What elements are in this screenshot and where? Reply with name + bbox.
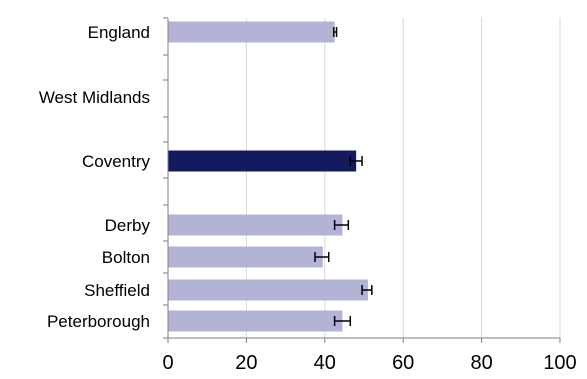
bar-england xyxy=(168,21,335,43)
bar-sheffield xyxy=(168,279,368,301)
category-label: West Midlands xyxy=(39,88,150,107)
category-label: Derby xyxy=(105,216,151,235)
x-tick-label: 40 xyxy=(314,352,336,374)
error-bar xyxy=(349,156,363,166)
x-tick-labels: 0 20 40 60 80 100 xyxy=(162,352,576,374)
x-tick-label: 60 xyxy=(392,352,414,374)
error-bar xyxy=(361,285,373,295)
error-bar xyxy=(333,27,338,37)
x-tick-label: 80 xyxy=(470,352,492,374)
x-tick-label: 0 xyxy=(162,352,173,374)
bar-bolton xyxy=(168,246,323,268)
error-bar xyxy=(333,220,350,230)
category-label: Coventry xyxy=(82,152,151,171)
bars xyxy=(168,21,368,332)
axes xyxy=(163,17,561,343)
category-label: Bolton xyxy=(102,248,150,267)
error-bar xyxy=(333,316,352,326)
category-label: Peterborough xyxy=(47,312,150,331)
bar-derby xyxy=(168,214,343,236)
category-labels: England West Midlands Coventry Derby Bolton S… xyxy=(39,23,151,331)
bar-coventry xyxy=(168,150,357,172)
bar-peterborough xyxy=(168,310,343,332)
x-tick-label: 100 xyxy=(543,352,576,374)
x-tick-label: 20 xyxy=(235,352,257,374)
category-label: England xyxy=(88,23,150,42)
category-label: Sheffield xyxy=(84,281,150,300)
error-bar xyxy=(314,252,330,262)
error-bars xyxy=(314,27,373,326)
